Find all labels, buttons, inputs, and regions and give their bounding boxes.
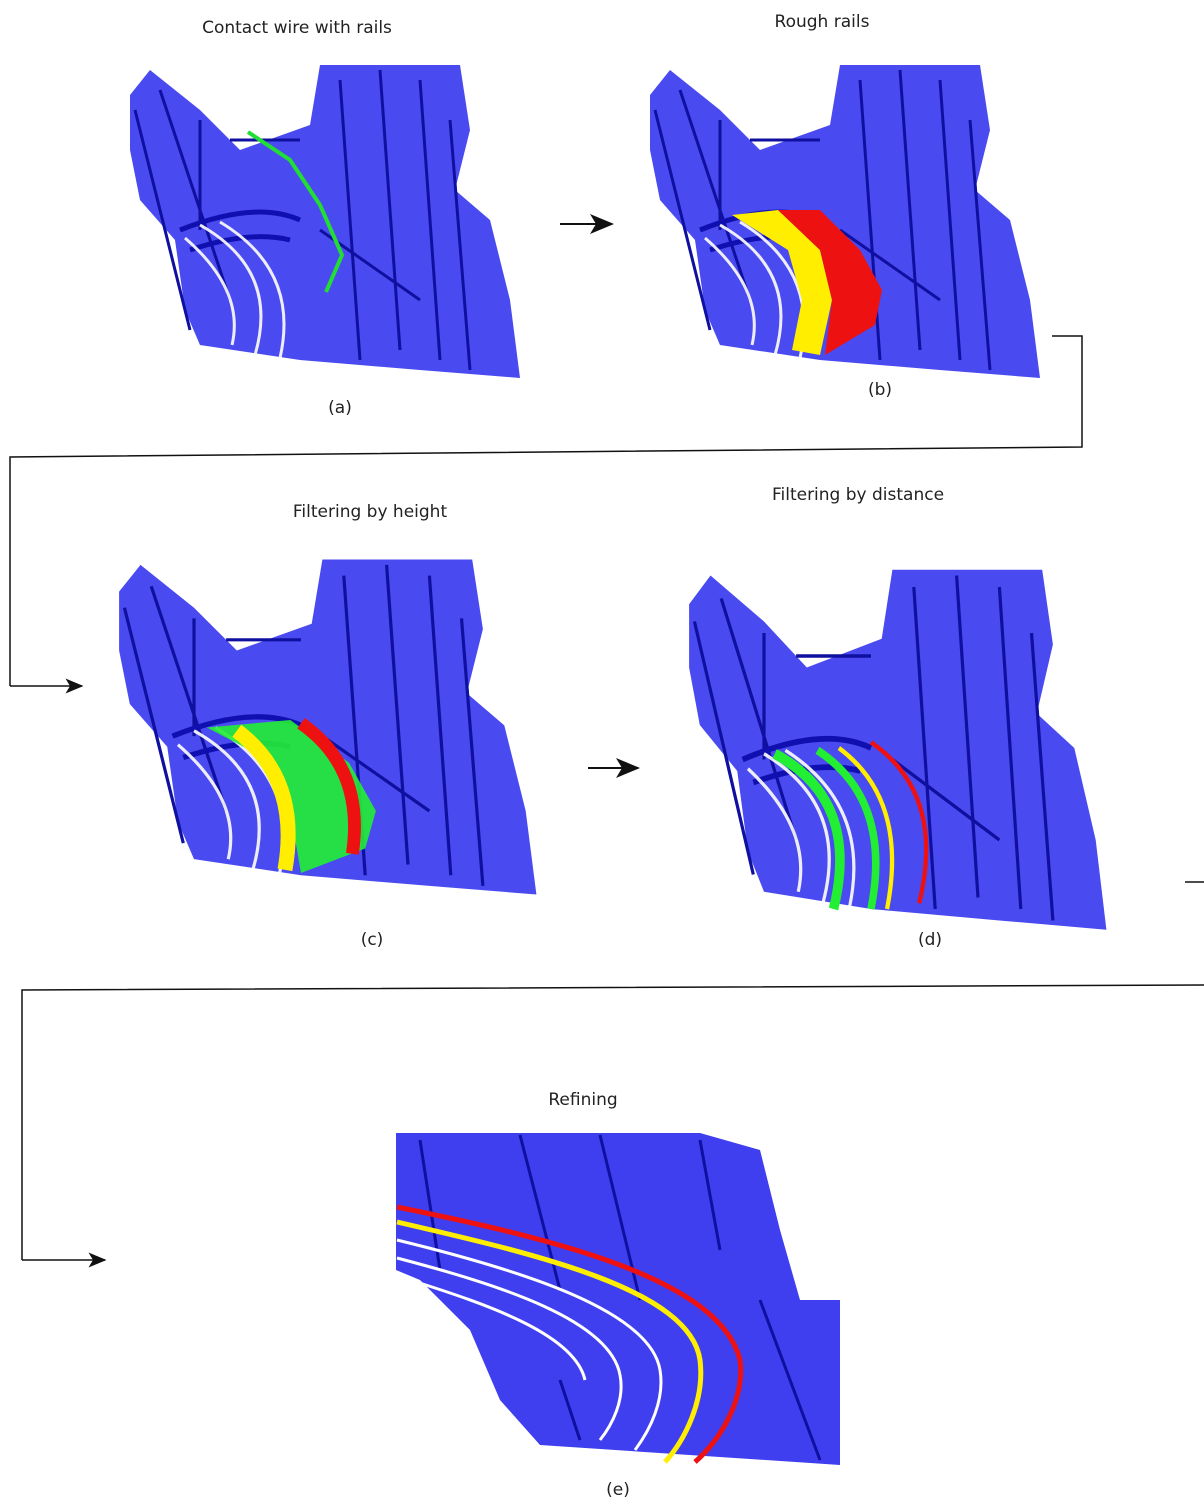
- panel-title: Filtering by distance: [772, 485, 944, 505]
- panel-title: Rough rails: [775, 12, 870, 32]
- panel-label: (c): [361, 930, 384, 950]
- panel-label: (e): [606, 1480, 630, 1500]
- page: {"panels": [ {"title": "Contact wire wit…: [0, 0, 1204, 1505]
- panel-c: Filtering by height (c): [119, 502, 536, 950]
- panel-d: Filtering by distance (d): [689, 485, 1106, 950]
- figure: Contact wire with rails (a) Rough rails …: [0, 0, 1204, 1505]
- panel-label: (d): [918, 930, 942, 950]
- panel-title: Filtering by height: [293, 502, 448, 522]
- panel-title: Contact wire with rails: [202, 18, 392, 38]
- panel-title: Refining: [548, 1090, 617, 1110]
- panel-e: Refining (e): [396, 1090, 840, 1500]
- panel-a: Contact wire with rails (a): [130, 18, 520, 418]
- panel-label: (b): [868, 380, 892, 400]
- panel-b: Rough rails (b): [650, 12, 1040, 400]
- panel-label: (a): [328, 398, 352, 418]
